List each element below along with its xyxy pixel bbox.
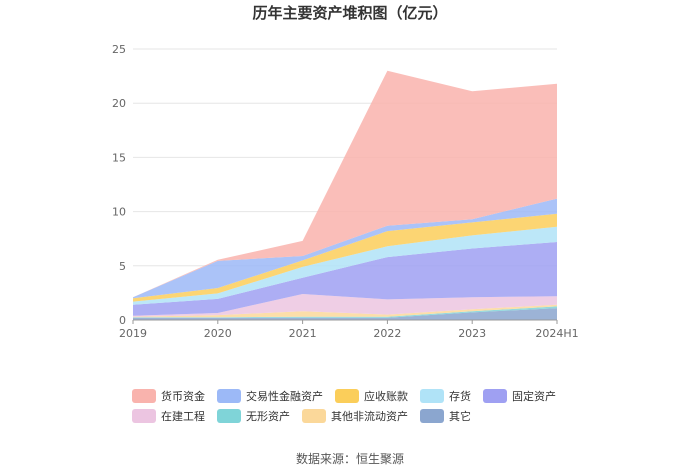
legend-item[interactable]: 货币资金 xyxy=(132,388,205,403)
legend-swatch xyxy=(132,408,156,423)
legend-label: 应收账款 xyxy=(364,389,408,403)
y-tick-label: 0 xyxy=(119,314,126,327)
area-series-2 xyxy=(133,304,557,318)
legend-swatch xyxy=(217,388,241,403)
x-tick-label: 2021 xyxy=(289,327,317,340)
data-source-note: 数据来源：恒生聚源 xyxy=(295,452,404,466)
legend-swatch xyxy=(420,388,444,403)
legend-item[interactable]: 存货 xyxy=(420,388,471,403)
x-tick-label: 2022 xyxy=(373,327,401,340)
legend-item[interactable]: 无形资产 xyxy=(217,408,290,423)
legend-label: 其它 xyxy=(449,409,471,423)
legend-label: 货币资金 xyxy=(161,389,205,403)
legend-label: 交易性金融资产 xyxy=(246,389,323,403)
legend-label: 无形资产 xyxy=(246,409,290,423)
legend-swatch xyxy=(335,388,359,403)
legend-swatch xyxy=(217,408,241,423)
y-tick-label: 20 xyxy=(112,97,126,110)
legend-swatch xyxy=(302,408,326,423)
area-series-3 xyxy=(133,294,557,317)
area-series-4 xyxy=(133,242,557,316)
y-tick-label: 10 xyxy=(112,206,126,219)
legend-swatch xyxy=(132,388,156,403)
legend-item[interactable]: 其他非流动资产 xyxy=(302,408,408,423)
area-series-0 xyxy=(133,308,557,320)
legend-item[interactable]: 应收账款 xyxy=(335,388,408,403)
y-tick-label: 15 xyxy=(112,151,126,164)
legend-label: 固定资产 xyxy=(512,389,556,403)
legend-label: 在建工程 xyxy=(161,409,205,423)
x-tick-label: 2019 xyxy=(119,327,147,340)
legend-item[interactable]: 交易性金融资产 xyxy=(217,388,323,403)
legend-item[interactable]: 在建工程 xyxy=(132,408,205,423)
area-series-6 xyxy=(133,213,557,302)
x-tick-label: 2020 xyxy=(204,327,232,340)
legend-swatch xyxy=(420,408,444,423)
legend-swatch xyxy=(483,388,507,403)
legend-item[interactable]: 其它 xyxy=(420,408,471,423)
x-tick-label: 2023 xyxy=(458,327,486,340)
chart-title: 历年主要资产堆积图（亿元） xyxy=(252,4,448,22)
y-tick-label: 5 xyxy=(119,260,126,273)
legend-label: 其他非流动资产 xyxy=(331,409,408,423)
area-series-1 xyxy=(133,306,557,318)
area-series-5 xyxy=(133,226,557,305)
legend-item[interactable]: 固定资产 xyxy=(483,388,556,403)
y-tick-label: 25 xyxy=(112,43,126,56)
chart-legend: 货币资金 交易性金融资产 应收账款 存货 固定资产在建工程 无形资产 其他非流动资产 其它 xyxy=(132,388,602,423)
legend-label: 存货 xyxy=(449,389,471,403)
x-tick-label: 2024H1 xyxy=(535,327,578,340)
area-series-7 xyxy=(133,198,557,299)
area-series-8 xyxy=(133,70,557,298)
